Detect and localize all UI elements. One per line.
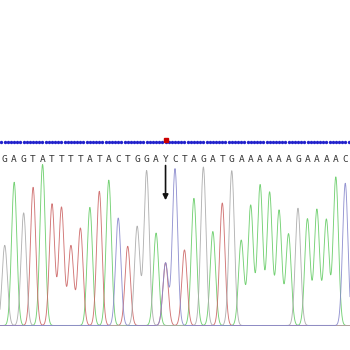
Text: C: C [342,155,348,164]
Text: G: G [144,155,149,164]
Text: A: A [257,155,263,164]
Text: T: T [68,155,74,164]
Text: A: A [276,155,282,164]
Text: C: C [116,155,121,164]
Text: T: T [58,155,64,164]
Text: G: G [229,155,234,164]
Text: A: A [314,155,320,164]
Text: A: A [153,155,159,164]
Text: A: A [248,155,253,164]
Text: A: A [40,155,46,164]
Text: G: G [21,155,27,164]
Text: A: A [191,155,197,164]
Text: T: T [49,155,55,164]
Text: Y: Y [163,155,168,164]
Text: G: G [201,155,206,164]
Text: T: T [125,155,131,164]
Text: G: G [295,155,301,164]
Text: A: A [323,155,329,164]
Text: G: G [134,155,140,164]
Text: T: T [182,155,187,164]
Text: C: C [172,155,178,164]
Text: G: G [2,155,8,164]
Text: A: A [87,155,93,164]
Text: A: A [238,155,244,164]
Text: A: A [11,155,17,164]
Text: T: T [97,155,102,164]
Text: T: T [30,155,36,164]
Text: T: T [78,155,83,164]
Text: T: T [219,155,225,164]
Text: A: A [267,155,272,164]
Text: A: A [304,155,310,164]
Text: A: A [286,155,292,164]
Text: A: A [210,155,216,164]
Text: A: A [106,155,112,164]
Text: A: A [333,155,339,164]
